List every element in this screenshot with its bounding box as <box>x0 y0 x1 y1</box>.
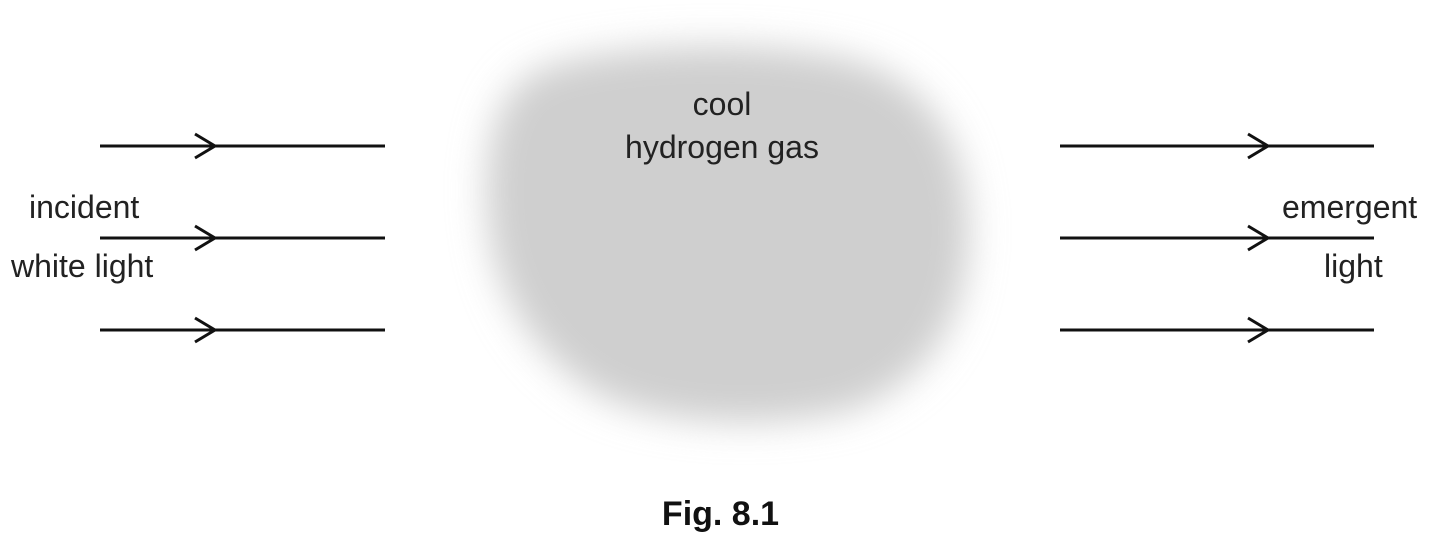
emergent-label-line1: emergent <box>1282 189 1418 225</box>
incident-rays <box>100 132 385 344</box>
emergent-label-line2: light <box>1324 248 1383 284</box>
emergent-ray-top-arrowhead <box>1247 132 1271 160</box>
incident-label-line2: white light <box>11 248 154 284</box>
incident-ray-bottom-arrowhead <box>194 316 218 344</box>
emergent-ray-middle-arrowhead <box>1247 224 1271 252</box>
gas-label-line2: hydrogen gas <box>625 129 819 165</box>
gas-label-line1: cool <box>692 86 752 122</box>
incident-ray-middle-arrowhead <box>194 224 218 252</box>
figure-caption: Fig. 8.1 <box>661 495 780 533</box>
incident-ray-top-arrowhead <box>194 132 218 160</box>
emergent-ray-bottom-arrowhead <box>1247 316 1271 344</box>
incident-label-line1: incident <box>29 189 140 225</box>
gas-cloud <box>486 46 969 422</box>
emergent-rays <box>1060 132 1374 344</box>
